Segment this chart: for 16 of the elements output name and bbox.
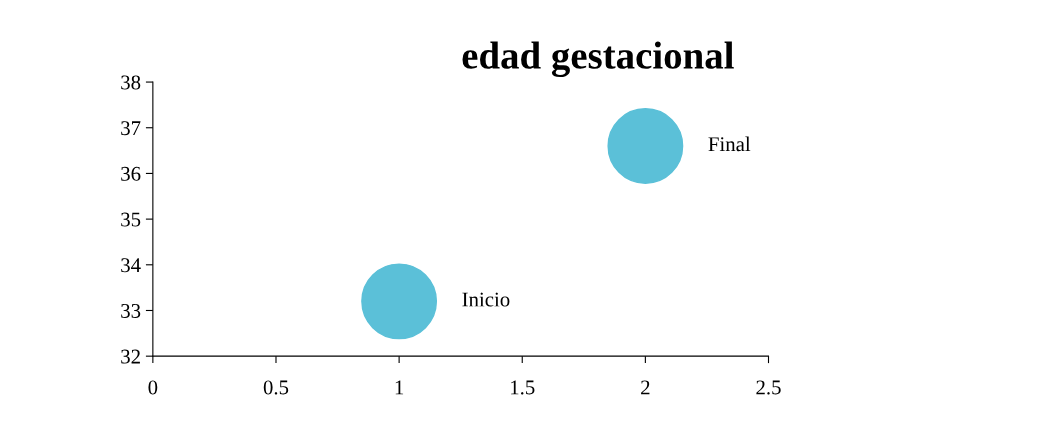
y-tick-label: 32 xyxy=(121,349,140,364)
data-label: Inicio xyxy=(462,292,510,307)
y-tick-label: 34 xyxy=(121,258,141,273)
x-tick-label: 0 xyxy=(148,380,158,395)
y-tick-label: 36 xyxy=(121,166,141,181)
y-tick-label: 35 xyxy=(121,212,141,227)
chart-title: edad gestacional xyxy=(462,41,734,78)
x-tick-label: 0.5 xyxy=(263,380,289,395)
x-tick-label: 2 xyxy=(641,380,650,395)
x-tick-label: 2.5 xyxy=(756,380,781,395)
data-label: Final xyxy=(708,136,751,152)
y-tick-label: 37 xyxy=(121,121,141,136)
x-tick-label: 1 xyxy=(395,380,404,395)
y-tick-label: 33 xyxy=(121,303,141,318)
y-tick-label: 38 xyxy=(121,75,141,90)
x-tick-label: 1.5 xyxy=(511,380,535,395)
